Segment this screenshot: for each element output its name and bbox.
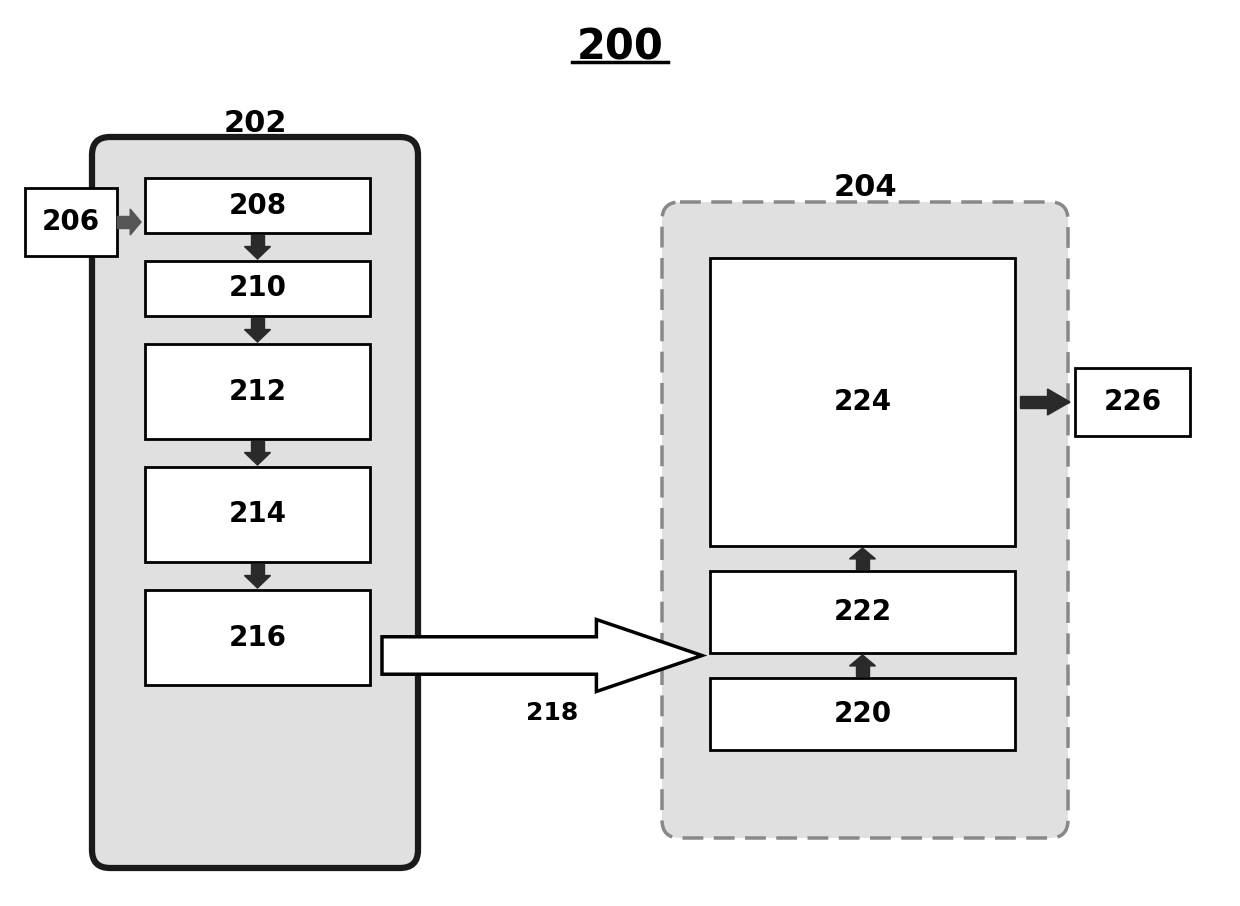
FancyBboxPatch shape — [252, 235, 264, 246]
FancyBboxPatch shape — [252, 441, 264, 452]
FancyBboxPatch shape — [857, 559, 869, 569]
Text: 220: 220 — [833, 700, 892, 728]
Polygon shape — [244, 246, 270, 259]
Text: 202: 202 — [223, 109, 286, 138]
FancyBboxPatch shape — [252, 318, 264, 330]
Text: 212: 212 — [228, 378, 286, 406]
Text: 200: 200 — [577, 27, 663, 69]
FancyBboxPatch shape — [145, 590, 370, 685]
Text: 206: 206 — [42, 208, 100, 236]
FancyBboxPatch shape — [711, 678, 1016, 750]
Text: 214: 214 — [228, 500, 286, 528]
Text: 216: 216 — [228, 623, 286, 651]
FancyBboxPatch shape — [1021, 396, 1048, 409]
Polygon shape — [849, 548, 875, 559]
FancyBboxPatch shape — [145, 467, 370, 562]
Polygon shape — [244, 452, 270, 465]
FancyBboxPatch shape — [857, 666, 869, 676]
FancyBboxPatch shape — [92, 137, 418, 868]
FancyBboxPatch shape — [252, 564, 264, 575]
Text: 210: 210 — [228, 275, 286, 303]
FancyBboxPatch shape — [145, 178, 370, 233]
Text: 224: 224 — [833, 388, 892, 416]
Polygon shape — [1048, 389, 1070, 415]
Text: 218: 218 — [526, 701, 578, 726]
FancyBboxPatch shape — [711, 571, 1016, 653]
Text: 226: 226 — [1104, 388, 1162, 416]
FancyBboxPatch shape — [25, 188, 117, 256]
FancyBboxPatch shape — [117, 216, 130, 228]
Polygon shape — [244, 575, 270, 588]
Text: 222: 222 — [833, 598, 892, 626]
FancyBboxPatch shape — [711, 258, 1016, 546]
Polygon shape — [382, 620, 702, 691]
Polygon shape — [849, 655, 875, 666]
FancyBboxPatch shape — [662, 202, 1068, 838]
FancyBboxPatch shape — [145, 344, 370, 439]
FancyBboxPatch shape — [1075, 368, 1190, 436]
Text: 208: 208 — [228, 191, 286, 219]
Text: 204: 204 — [833, 174, 897, 203]
Polygon shape — [130, 209, 141, 235]
FancyBboxPatch shape — [145, 261, 370, 316]
Polygon shape — [244, 330, 270, 342]
